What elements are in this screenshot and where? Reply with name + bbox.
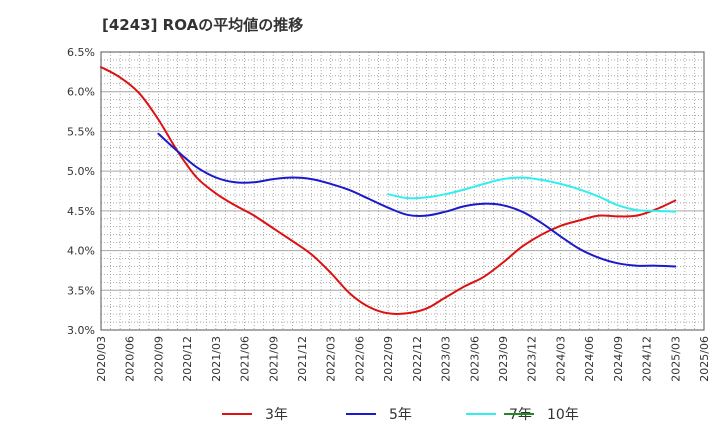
series-line-1 — [100, 66, 677, 316]
x-tick-label: 2024/09 — [612, 336, 625, 382]
x-tick-label: 2025/06 — [698, 336, 711, 382]
x-tick-label: 2021/12 — [296, 336, 309, 382]
series-line-3 — [387, 176, 677, 213]
x-tick-label: 2024/06 — [583, 336, 596, 382]
y-tick-label: 5.5% — [67, 125, 95, 138]
x-tick-label: 2020/12 — [181, 336, 194, 382]
legend-label-4: 10年 — [547, 407, 579, 423]
x-tick-label: 2023/06 — [468, 336, 481, 382]
x-tick-label: 2023/12 — [526, 336, 539, 382]
chart-title: [4243] ROAの平均値の推移 — [102, 16, 304, 34]
x-tick-label: 2020/03 — [95, 336, 108, 382]
y-tick-label: 3.5% — [67, 284, 95, 297]
legend-label-2: 5年 — [389, 407, 412, 423]
y-tick-label: 5.0% — [67, 165, 95, 178]
x-tick-label: 2022/06 — [353, 336, 366, 382]
x-tick-label: 2022/03 — [325, 336, 338, 382]
x-tick-label: 2021/06 — [239, 336, 252, 382]
x-tick-label: 2020/09 — [152, 336, 165, 382]
y-tick-label: 3.0% — [67, 324, 95, 337]
x-tick-label: 2023/09 — [497, 336, 510, 382]
grid-lines — [101, 51, 704, 331]
x-tick-label: 2022/09 — [382, 336, 395, 382]
series-line-2 — [157, 132, 677, 268]
x-tick-label: 2021/03 — [210, 336, 223, 382]
y-tick-label: 6.0% — [67, 86, 95, 99]
series-lines — [100, 66, 677, 316]
axes: 3.0% 3.5% 4.0% 4.5% 5.0% 5.5% 6.0% 6.5% 2020/03 2… — [67, 46, 711, 382]
x-tick-label: 2024/12 — [641, 336, 654, 382]
x-tick-label: 2023/03 — [440, 336, 453, 382]
x-tick-label: 2024/03 — [554, 336, 567, 382]
y-tick-label: 4.5% — [67, 205, 95, 218]
legend: 3年5年7年10年 — [222, 407, 579, 423]
x-tick-label: 2022/12 — [411, 336, 424, 382]
y-tick-label: 4.0% — [67, 245, 95, 258]
plot-frame — [100, 51, 705, 331]
x-tick-label: 2021/09 — [267, 336, 280, 382]
legend-label-1: 3年 — [265, 407, 288, 423]
y-tick-label: 6.5% — [67, 46, 95, 59]
x-tick-label: 2020/06 — [124, 336, 137, 382]
x-tick-label: 2025/03 — [669, 336, 682, 382]
